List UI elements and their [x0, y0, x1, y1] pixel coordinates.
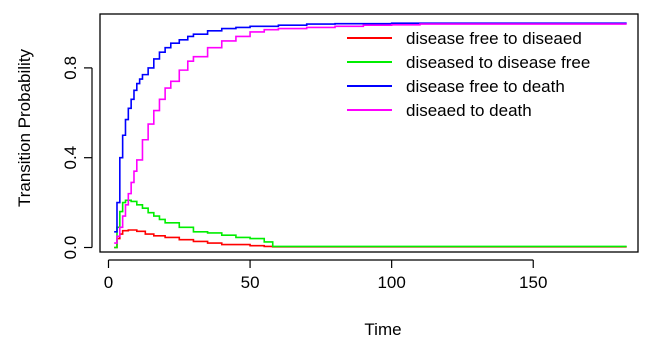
series-line-3 — [114, 23, 627, 244]
y-tick-label-1: 0.4 — [61, 146, 80, 170]
series-line-2 — [114, 22, 627, 233]
x-tick-label-1: 50 — [241, 273, 260, 292]
x-axis-label: Time — [364, 320, 401, 338]
legend-label-2: disease free to death — [406, 77, 565, 96]
x-tick-label-0: 0 — [104, 273, 113, 292]
y-axis: 0.0 0.4 0.8 — [61, 56, 93, 260]
y-tick-label-2: 0.8 — [61, 56, 80, 80]
series-line-1 — [114, 199, 627, 249]
legend-label-0: disease free to diseaed — [406, 29, 582, 48]
series-layer — [114, 22, 627, 249]
legend-label-1: diseased to disease free — [406, 53, 590, 72]
plot-frame — [99, 13, 639, 253]
y-axis-label: Transition Probability — [15, 48, 34, 207]
x-tick-label-2: 100 — [377, 273, 405, 292]
series-line-0 — [114, 229, 627, 249]
legend-label-3: diseaed to death — [406, 101, 532, 120]
x-tick-label-3: 150 — [519, 273, 547, 292]
y-tick-label-0: 0.0 — [61, 236, 80, 260]
legend: disease free to diseaed diseased to disea… — [347, 29, 590, 120]
x-axis: 0 50 100 150 — [104, 259, 547, 292]
